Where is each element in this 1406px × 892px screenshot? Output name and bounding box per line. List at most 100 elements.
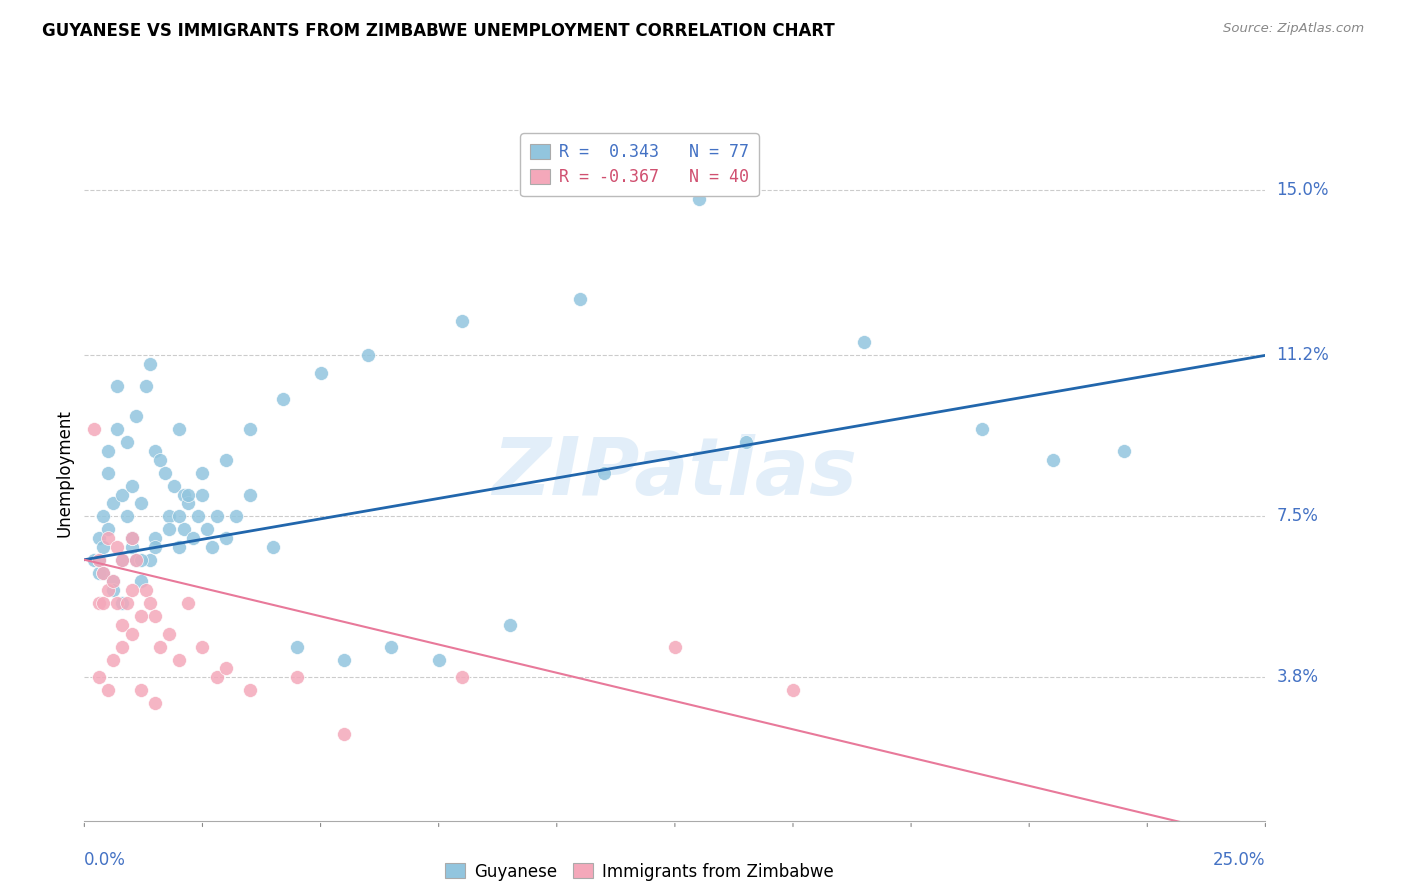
Point — [167, 422, 190, 436]
Point — [115, 509, 138, 524]
Point — [87, 552, 110, 567]
Point — [97, 583, 120, 598]
Point — [101, 496, 124, 510]
Point — [262, 540, 284, 554]
Y-axis label: Unemployment: Unemployment — [55, 409, 73, 537]
Point — [129, 496, 152, 510]
Point — [173, 522, 195, 536]
Text: ZIPatlas: ZIPatlas — [492, 434, 858, 512]
Point — [83, 552, 105, 567]
Point — [782, 683, 804, 698]
Point — [129, 552, 152, 567]
Point — [215, 661, 238, 675]
Point — [191, 640, 214, 654]
Text: 3.8%: 3.8% — [1277, 668, 1319, 686]
Point — [239, 422, 262, 436]
Point — [91, 596, 114, 610]
Point — [97, 683, 120, 698]
Point — [97, 522, 120, 536]
Point — [357, 348, 380, 362]
Point — [111, 552, 134, 567]
Point — [380, 640, 402, 654]
Point — [125, 552, 148, 567]
Point — [143, 531, 166, 545]
Point — [129, 683, 152, 698]
Point — [121, 531, 143, 545]
Point — [1042, 452, 1064, 467]
Point — [143, 444, 166, 458]
Point — [309, 366, 332, 380]
Point — [143, 609, 166, 624]
Point — [333, 726, 356, 740]
Point — [91, 509, 114, 524]
Point — [285, 640, 308, 654]
Point — [734, 435, 756, 450]
Point — [163, 479, 186, 493]
Point — [101, 574, 124, 589]
Point — [271, 392, 294, 406]
Text: 7.5%: 7.5% — [1277, 508, 1319, 525]
Point — [135, 583, 157, 598]
Point — [191, 487, 214, 501]
Point — [107, 596, 129, 610]
Point — [177, 496, 200, 510]
Point — [215, 531, 238, 545]
Point — [129, 574, 152, 589]
Point — [87, 552, 110, 567]
Point — [121, 531, 143, 545]
Point — [83, 422, 105, 436]
Text: 0.0%: 0.0% — [84, 851, 127, 869]
Text: 11.2%: 11.2% — [1277, 346, 1329, 364]
Point — [664, 640, 686, 654]
Point — [177, 596, 200, 610]
Point — [157, 509, 180, 524]
Point — [167, 653, 190, 667]
Point — [181, 531, 204, 545]
Point — [135, 378, 157, 392]
Point — [167, 540, 190, 554]
Point — [167, 509, 190, 524]
Point — [239, 683, 262, 698]
Point — [97, 531, 120, 545]
Point — [215, 452, 238, 467]
Point — [121, 626, 143, 640]
Point — [121, 479, 143, 493]
Point — [225, 509, 247, 524]
Point — [87, 566, 110, 580]
Point — [191, 466, 214, 480]
Point — [852, 335, 875, 350]
Point — [101, 574, 124, 589]
Point — [107, 540, 129, 554]
Point — [143, 696, 166, 710]
Text: GUYANESE VS IMMIGRANTS FROM ZIMBABWE UNEMPLOYMENT CORRELATION CHART: GUYANESE VS IMMIGRANTS FROM ZIMBABWE UNE… — [42, 22, 835, 40]
Point — [115, 435, 138, 450]
Point — [195, 522, 218, 536]
Point — [111, 596, 134, 610]
Point — [157, 626, 180, 640]
Text: Source: ZipAtlas.com: Source: ZipAtlas.com — [1223, 22, 1364, 36]
Point — [177, 487, 200, 501]
Point — [451, 313, 474, 327]
Point — [498, 618, 520, 632]
Point — [688, 192, 710, 206]
Point — [157, 522, 180, 536]
Point — [149, 640, 172, 654]
Point — [1112, 444, 1135, 458]
Point — [91, 540, 114, 554]
Point — [97, 466, 120, 480]
Point — [129, 609, 152, 624]
Point — [91, 566, 114, 580]
Point — [87, 670, 110, 684]
Point — [239, 487, 262, 501]
Point — [139, 552, 162, 567]
Point — [111, 487, 134, 501]
Point — [139, 596, 162, 610]
Point — [125, 409, 148, 424]
Point — [87, 596, 110, 610]
Point — [143, 540, 166, 554]
Legend: Guyanese, Immigrants from Zimbabwe: Guyanese, Immigrants from Zimbabwe — [437, 855, 842, 888]
Point — [173, 487, 195, 501]
Point — [111, 618, 134, 632]
Point — [111, 640, 134, 654]
Point — [569, 292, 592, 306]
